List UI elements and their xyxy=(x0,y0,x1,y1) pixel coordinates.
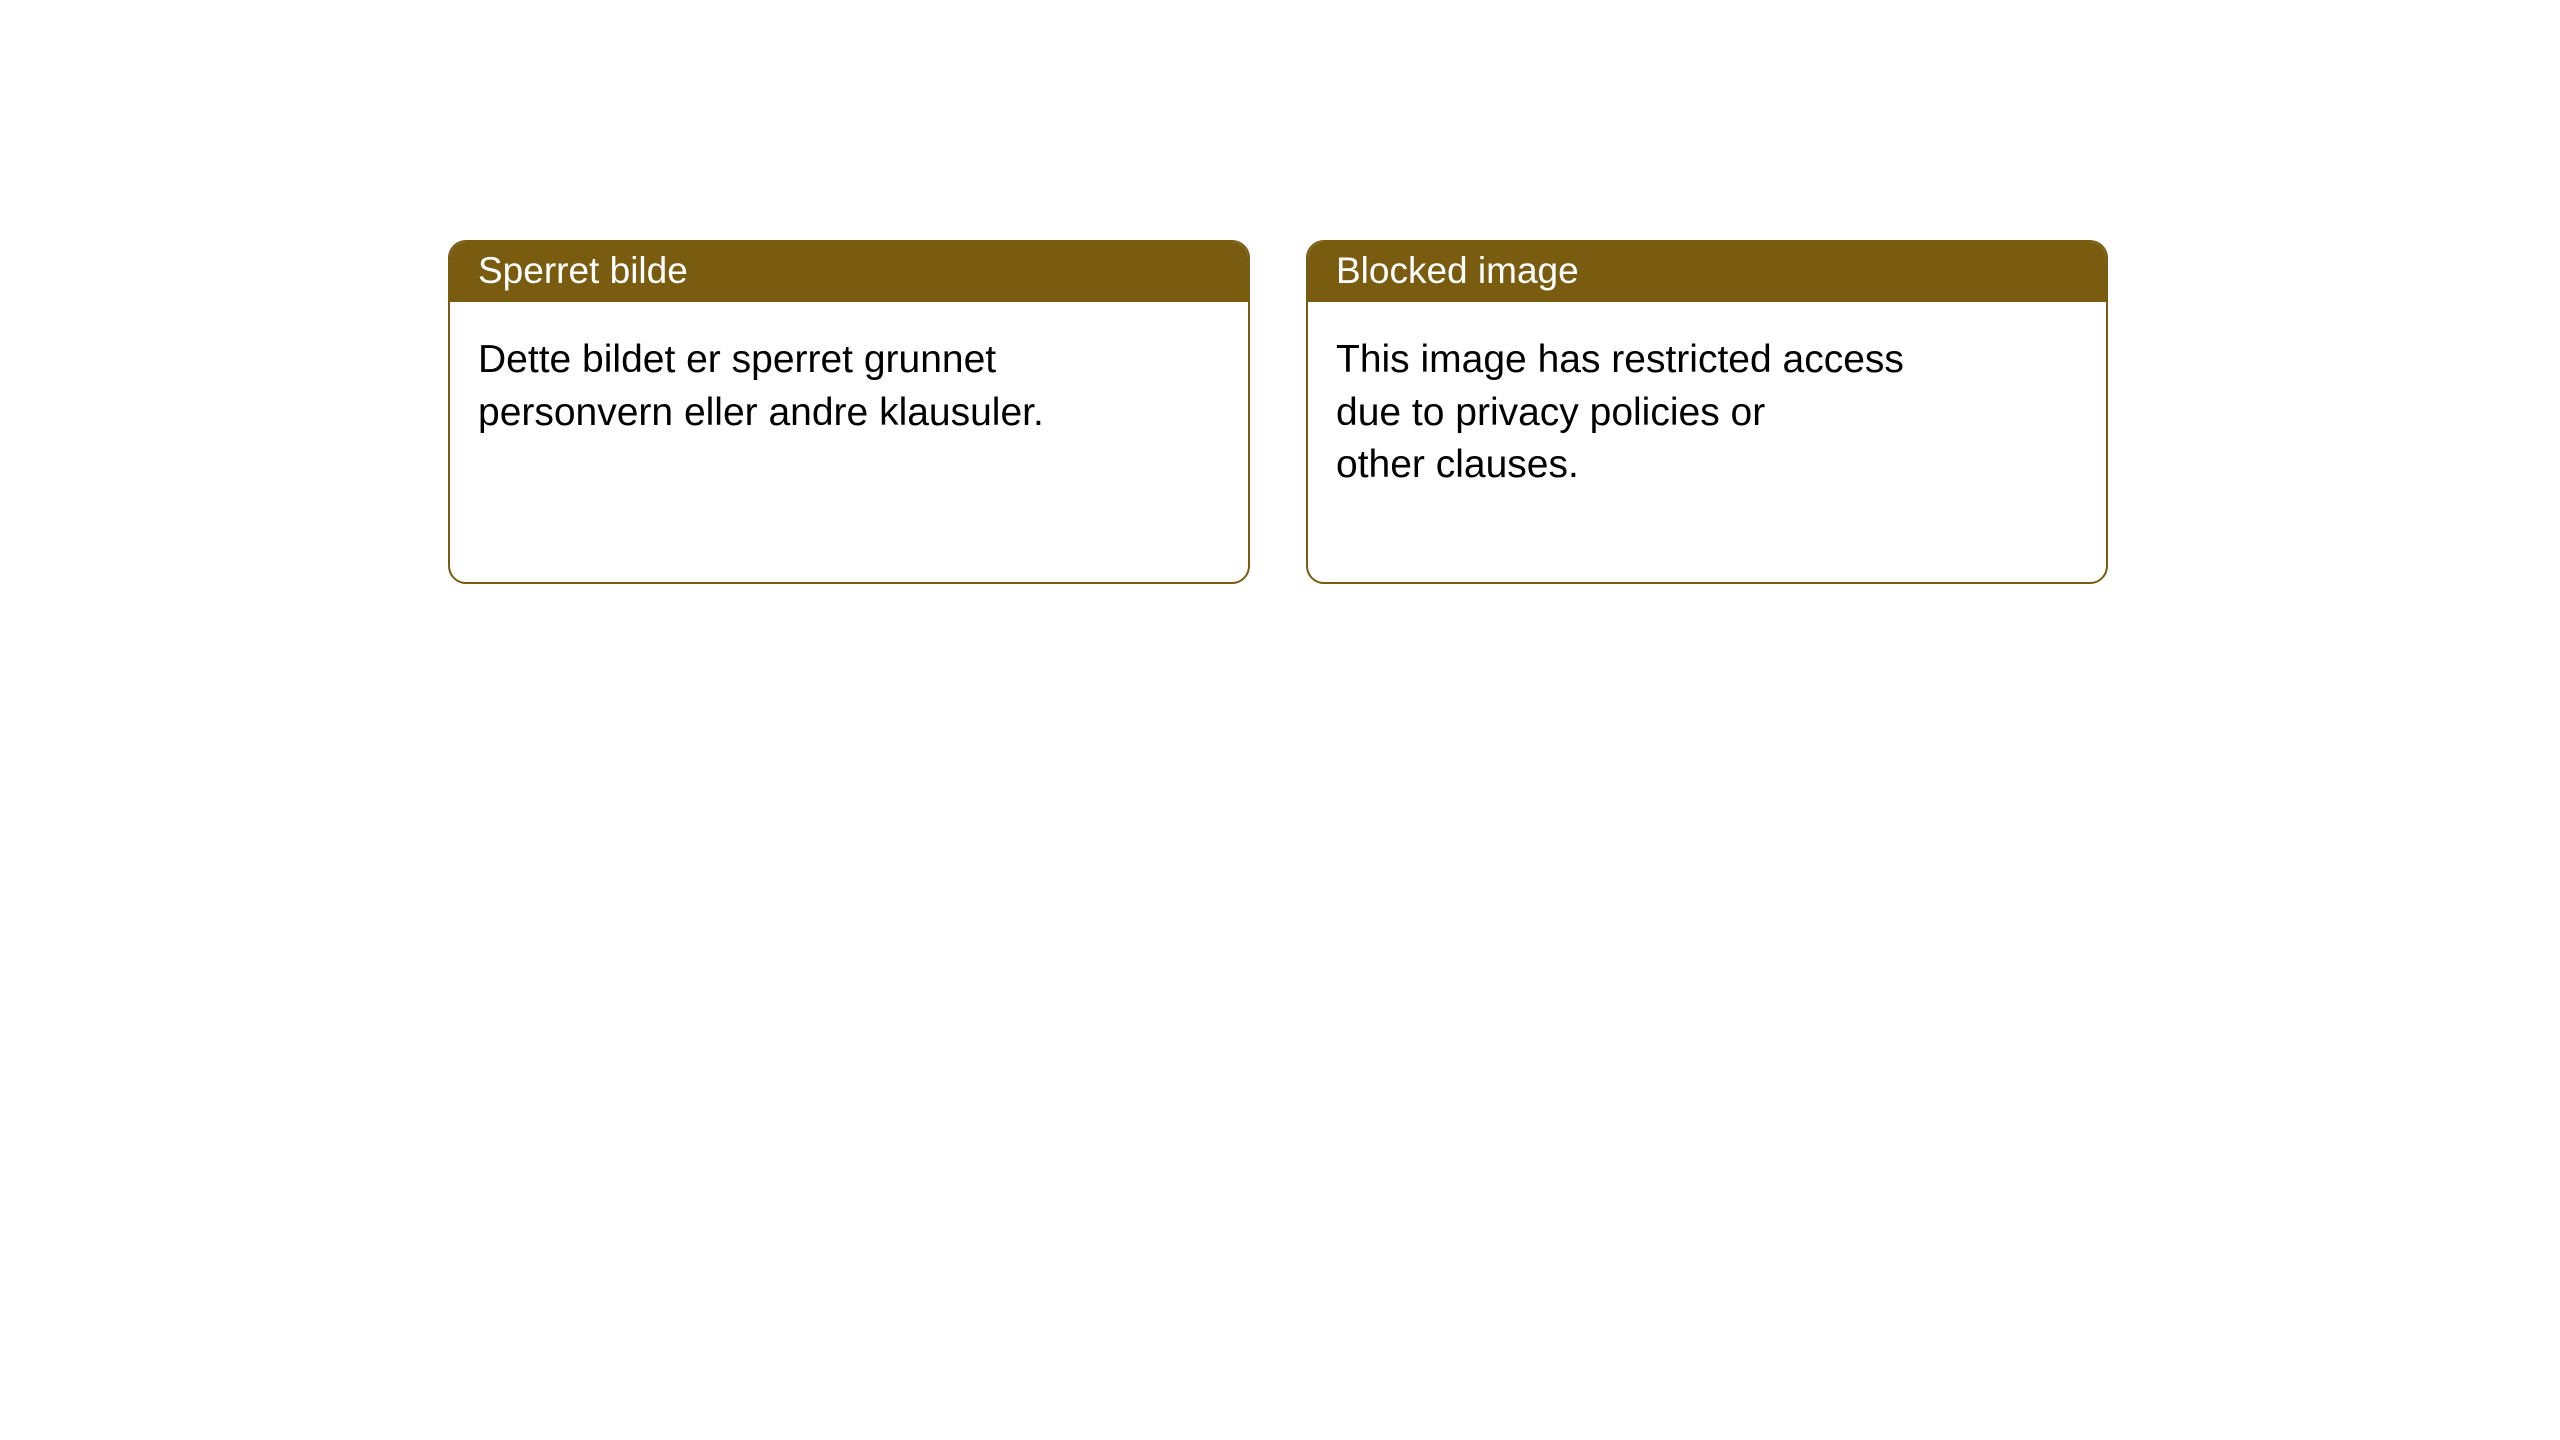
notice-body: Dette bildet er sperret grunnet personve… xyxy=(450,302,1130,529)
notice-card-norwegian: Sperret bilde Dette bildet er sperret gr… xyxy=(448,240,1250,584)
notice-container: Sperret bilde Dette bildet er sperret gr… xyxy=(0,0,2560,584)
notice-body: This image has restricted access due to … xyxy=(1308,302,1988,582)
notice-card-english: Blocked image This image has restricted … xyxy=(1306,240,2108,584)
notice-header: Sperret bilde xyxy=(450,242,1248,302)
notice-header: Blocked image xyxy=(1308,242,2106,302)
